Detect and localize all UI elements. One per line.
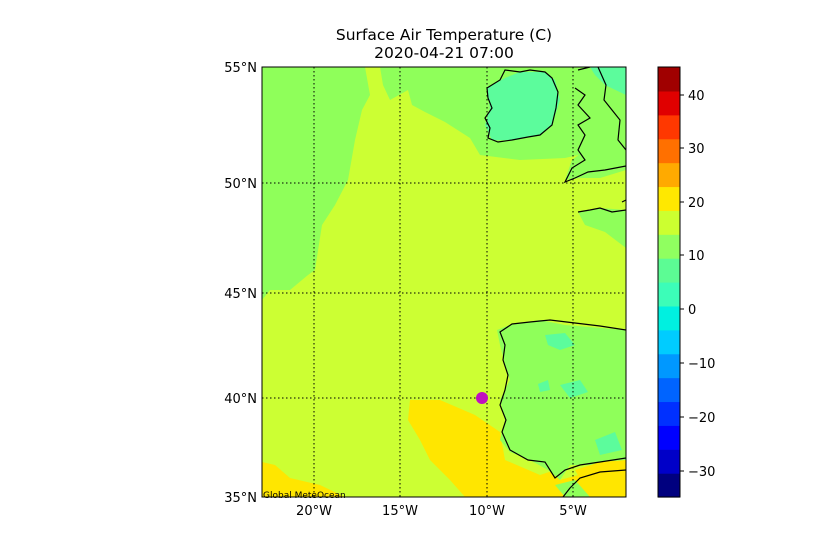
lat-label-40n: 40°N	[224, 392, 257, 407]
land-scotland-cold	[590, 67, 626, 95]
colorbar-segment	[658, 114, 680, 140]
lat-label-35n: 35°N	[224, 491, 257, 506]
colorbar-label-0: 0	[688, 303, 696, 318]
land-iberia-cold-4	[595, 432, 622, 455]
colorbar-segment	[658, 305, 680, 331]
colorbar-segment	[658, 162, 680, 188]
credit-label: Global MeteOcean	[263, 491, 346, 501]
colorbar-segment	[658, 329, 680, 355]
land-iberia-cold-3	[538, 380, 550, 392]
colorbar-segment	[658, 473, 680, 498]
colorbar-segment	[658, 258, 680, 283]
field-warm-southwest	[262, 462, 345, 497]
land-ireland	[485, 72, 560, 140]
land-france	[578, 208, 626, 248]
colorbar-label-40: 40	[688, 89, 705, 104]
colorbar-segment	[658, 353, 680, 379]
land-iberia-cold-1	[545, 333, 575, 350]
colorbar-segment	[658, 401, 680, 426]
lon-label-5w: 5°W	[559, 504, 587, 519]
land-africa	[575, 460, 626, 497]
colorbar-segment	[658, 67, 680, 92]
lon-label-20w: 20°W	[296, 504, 332, 519]
land-iberia	[497, 320, 626, 480]
colorbar-segment	[658, 234, 680, 259]
land-britain	[565, 67, 626, 180]
colorbar-segment	[658, 210, 680, 235]
lon-label-15w: 15°W	[382, 504, 418, 519]
colorbar-frame	[657, 66, 681, 498]
station-marker[interactable]	[476, 392, 488, 404]
colorbar-label-m10: −10	[688, 357, 715, 372]
chart-title: Surface Air Temperature (C) 2020-04-21 0…	[264, 26, 624, 62]
colorbar-segment	[658, 186, 680, 211]
colorbar-segment	[658, 138, 680, 164]
colorbar-segment	[658, 90, 680, 116]
colorbar-label-m30: −30	[688, 465, 715, 480]
map-frame	[261, 66, 627, 498]
coastline-africa	[562, 469, 626, 497]
colorbar-segment	[658, 282, 680, 307]
coastline-france	[577, 199, 626, 213]
colorbar-label-20: 20	[688, 196, 705, 211]
colorbar-segment	[658, 425, 680, 450]
gridlines	[262, 67, 626, 497]
field-warm-south	[408, 400, 626, 497]
colorbar-segment	[658, 449, 680, 474]
lon-label-10w: 10°W	[469, 504, 505, 519]
field-cool-west	[262, 67, 370, 300]
colorbar-segment	[658, 377, 680, 403]
colorbar-label-30: 30	[688, 142, 705, 157]
lat-label-55n: 55°N	[224, 61, 257, 76]
title-line-2: 2020-04-21 07:00	[374, 44, 514, 62]
lat-label-50n: 50°N	[224, 177, 257, 192]
colorbar-label-10: 10	[688, 249, 705, 264]
land-iberia-cold-2	[560, 380, 588, 398]
title-line-1: Surface Air Temperature (C)	[335, 26, 553, 44]
colorbar-label-m20: −20	[688, 411, 715, 426]
colorbar	[658, 67, 680, 498]
colorbar-ticks	[680, 94, 684, 472]
temperature-field	[262, 67, 626, 497]
coastline-ireland	[484, 69, 559, 143]
lat-label-45n: 45°N	[224, 287, 257, 302]
